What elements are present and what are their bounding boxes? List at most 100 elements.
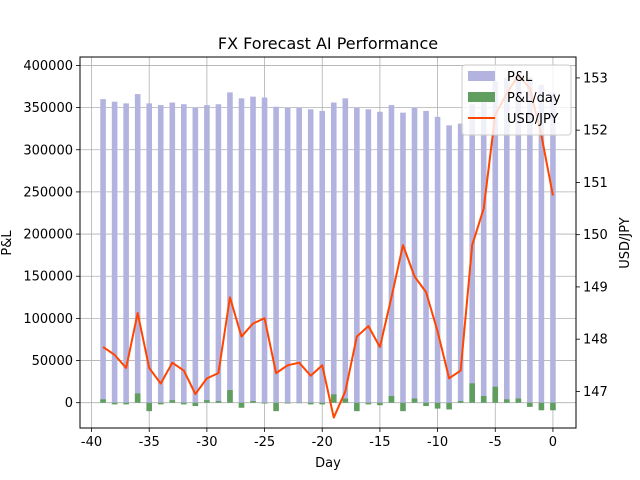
pl-bar <box>527 77 533 403</box>
pl-per-day-bar <box>307 402 314 405</box>
pl-bar <box>400 112 406 403</box>
pl-per-day-bar <box>330 394 337 403</box>
pl-per-day-bar <box>492 386 499 403</box>
pl-per-day-bar <box>388 395 395 403</box>
pl-per-day-bar <box>503 399 510 403</box>
legend-label-usdjpy: USD/JPY <box>507 112 559 127</box>
y2-tick-label: 153 <box>583 71 608 86</box>
pl-per-day-bar <box>342 398 349 403</box>
y-tick-label: 200000 <box>23 228 73 243</box>
y2-tick-label: 149 <box>583 280 608 295</box>
pl-bar <box>227 92 233 403</box>
y2-tick-label: 150 <box>583 228 608 243</box>
y2-tick-label: 148 <box>583 333 608 348</box>
pl-per-day-bar <box>100 399 106 403</box>
pl-bar <box>192 107 199 403</box>
pl-bar <box>146 103 153 403</box>
y-tick-label: 400000 <box>23 59 73 74</box>
pl-bar <box>550 92 556 403</box>
pl-bar <box>204 105 210 403</box>
pl-bar <box>134 94 141 403</box>
pl-per-day-bar <box>146 402 153 412</box>
pl-per-day-bar <box>411 398 418 403</box>
pl-bar <box>157 105 164 403</box>
pl-per-day-bar <box>111 402 118 405</box>
pl-bar <box>123 103 129 403</box>
pl-bar <box>423 110 429 403</box>
x-tick-label: -25 <box>254 435 275 450</box>
pl-bar <box>261 97 268 403</box>
pl-bar <box>307 109 314 403</box>
pl-per-day-bar <box>527 402 533 407</box>
chart-title: FX Forecast AI Performance <box>218 34 438 53</box>
pl-bar <box>250 96 256 403</box>
pl-bar <box>480 97 487 403</box>
x-tick-label: -20 <box>312 435 333 450</box>
pl-bar <box>388 105 395 403</box>
pl-bar <box>411 107 418 403</box>
pl-per-day-bar <box>250 401 256 403</box>
pl-per-day-bar <box>538 402 545 411</box>
x-tick-label: -30 <box>196 435 217 450</box>
y-tick-label: 350000 <box>23 101 73 116</box>
pl-per-day-bar <box>446 402 452 410</box>
pl-bar <box>238 98 245 403</box>
pl-bar <box>296 107 302 403</box>
pl-per-day-bar <box>469 383 475 403</box>
line-marks <box>102 74 554 419</box>
pl-bar <box>446 125 452 403</box>
y-tick-label: 0 <box>65 396 73 411</box>
y2-tick-label: 147 <box>583 385 608 400</box>
pl-per-day-bar <box>434 402 441 409</box>
pl-per-day-bar <box>480 395 487 403</box>
pl-per-day-bar <box>134 393 141 403</box>
legend-swatch-pl-per-day <box>468 92 495 102</box>
pl-per-day-bar <box>457 401 464 403</box>
x-axis-title: Day <box>315 456 341 471</box>
pl-bar <box>538 84 545 403</box>
plot-frame <box>79 56 577 429</box>
y2-tick-label: 151 <box>583 176 608 191</box>
y-tick-label: 100000 <box>23 312 73 327</box>
pl-bar <box>319 110 326 403</box>
x-tick-label: -15 <box>369 435 390 450</box>
pl-bar <box>354 107 360 403</box>
pl-per-day-bar <box>204 400 210 403</box>
x-tick-label: 0 <box>549 435 557 450</box>
pl-per-day-bar <box>157 402 164 405</box>
usdjpy-line <box>102 74 554 419</box>
x-tick-label: -40 <box>81 435 102 450</box>
pl-bar <box>100 99 106 403</box>
pl-per-day-bar <box>169 400 176 403</box>
y-tick-label: 250000 <box>23 185 73 200</box>
pl-per-day-bar <box>365 402 372 405</box>
pl-bar <box>434 116 441 403</box>
pl-per-day-bar <box>238 402 245 408</box>
pl-bar <box>365 109 372 403</box>
pl-per-day-bar <box>181 402 187 405</box>
pl-per-day-bar <box>261 402 268 404</box>
pl-bar <box>181 104 187 403</box>
pl-bar <box>273 106 279 403</box>
pl-bar <box>492 81 499 403</box>
pl-bar <box>342 98 349 403</box>
legend-label-pl: P&L <box>507 70 533 85</box>
pl-per-day-bar <box>123 402 129 405</box>
pl-bar <box>284 107 291 403</box>
pl-per-day-bar <box>550 402 556 411</box>
pl-per-day-bar <box>423 402 429 407</box>
x-tick-label: -35 <box>139 435 160 450</box>
pl-per-day-bar <box>296 402 302 404</box>
legend: P&L P&L/day USD/JPY <box>461 64 572 136</box>
axes: -40 -35 -30 -25 -20 -15 -10 -5 0 0 50000 100000 1500… <box>23 59 607 450</box>
y-axis-title: P&L <box>0 230 15 256</box>
pl-per-day-bar <box>354 402 360 412</box>
legend-swatch-pl <box>468 71 495 81</box>
pl-per-day-bar <box>377 402 383 406</box>
pl-per-day-bar <box>515 398 522 403</box>
pl-bar <box>169 102 176 403</box>
x-tick-label: -10 <box>427 435 448 450</box>
pl-bar <box>330 102 337 403</box>
legend-label-pl-per-day: P&L/day <box>507 91 561 106</box>
